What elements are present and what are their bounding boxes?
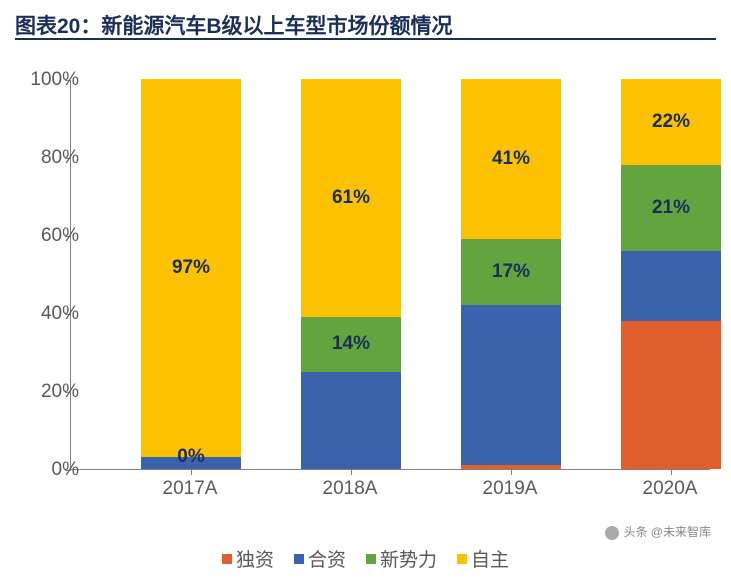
bar-segment — [621, 251, 721, 321]
legend-label: 自主 — [471, 550, 509, 571]
y-axis-label: 100% — [30, 69, 79, 91]
bar-segment — [461, 465, 561, 469]
x-axis-label: 2018A — [323, 478, 378, 500]
x-axis-label: 2019A — [483, 478, 538, 500]
legend: 独资 合资 新势力 自主 — [0, 545, 731, 572]
y-axis-label: 20% — [41, 381, 79, 403]
legend-item: 独资 — [222, 545, 274, 572]
bar-value-label: 97% — [141, 257, 241, 279]
legend-label: 合资 — [308, 550, 346, 571]
bar-value-label: 22% — [621, 111, 721, 133]
legend-label: 新势力 — [380, 550, 437, 571]
x-tick — [191, 469, 192, 475]
bar-value-label: 41% — [461, 148, 561, 170]
bar-column: 14% 61% — [301, 79, 401, 469]
x-tick — [351, 469, 352, 475]
bar-value-label: 17% — [461, 261, 561, 283]
x-tick — [671, 469, 672, 475]
legend-label: 独资 — [236, 550, 274, 571]
legend-swatch — [366, 554, 376, 564]
y-axis-label: 0% — [52, 459, 79, 481]
legend-item: 合资 — [294, 545, 346, 572]
watermark-text: 头条 @未来智库 — [623, 525, 711, 539]
bar-value-label: 14% — [301, 333, 401, 355]
chart-title: 图表20：新能源汽车B级以上车型市场份额情况 — [15, 10, 453, 40]
y-axis-label: 60% — [41, 225, 79, 247]
plot-area: 0%97%14%61%17%41%21%22% — [70, 80, 710, 470]
chart-area: 0%97%14%61%17%41%21%22% — [70, 60, 710, 490]
legend-item: 自主 — [457, 545, 509, 572]
legend-swatch — [222, 554, 232, 564]
x-tick — [511, 469, 512, 475]
x-axis-label: 2020A — [643, 478, 698, 500]
bar-value-label: 21% — [621, 197, 721, 219]
x-axis-label: 2017A — [163, 478, 218, 500]
bar-column: 0% 97% — [141, 79, 241, 469]
bar-segment — [621, 321, 721, 469]
legend-swatch — [457, 554, 467, 564]
y-axis-label: 80% — [41, 147, 79, 169]
bar-segment — [461, 305, 561, 465]
bar-column: 21% 22% — [621, 79, 721, 469]
legend-item: 新势力 — [366, 545, 437, 572]
chart-container: { "title": "图表20：新能源汽车B级以上车型市场份额情况", "ti… — [0, 0, 731, 580]
bar-value-label: 0% — [141, 446, 241, 468]
title-divider — [15, 38, 716, 40]
bar-column: 17% 41% — [461, 79, 561, 469]
bar-value-label: 61% — [301, 187, 401, 209]
watermark: 头条 @未来智库 — [605, 523, 711, 540]
source-icon — [605, 526, 619, 540]
y-axis-label: 40% — [41, 303, 79, 325]
legend-swatch — [294, 554, 304, 564]
bar-segment — [301, 372, 401, 470]
